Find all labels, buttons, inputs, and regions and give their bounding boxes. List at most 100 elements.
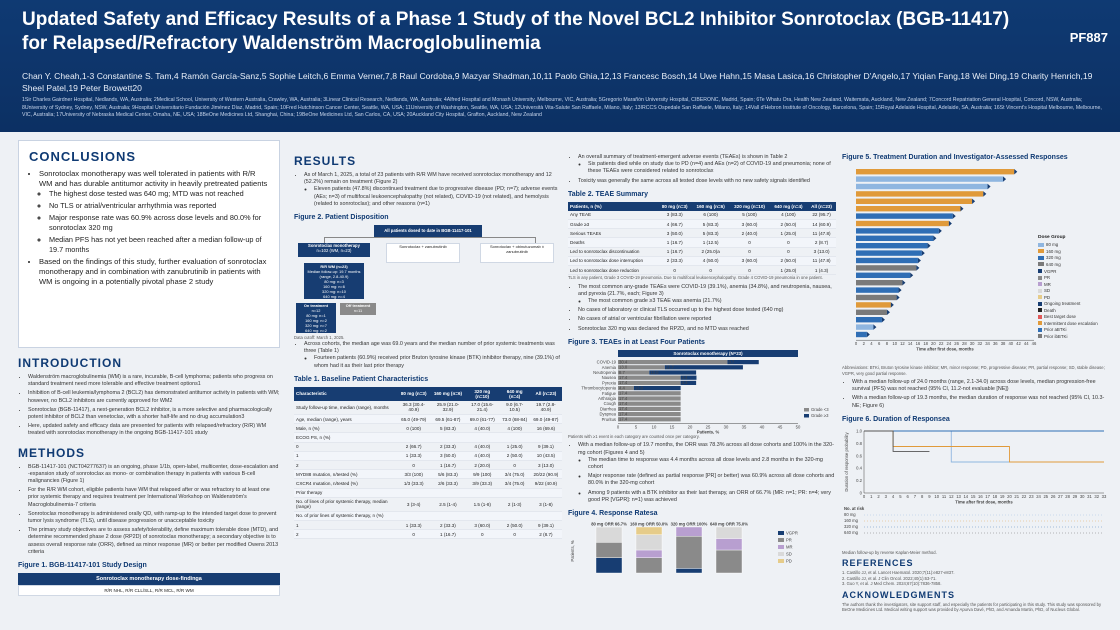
ongoing-arrow-icon bbox=[886, 309, 890, 315]
ongoing-arrow-icon bbox=[987, 183, 991, 190]
baseline-table-cell: 69.0 (49-87) bbox=[529, 414, 562, 425]
teae-category-label: COVID-19 bbox=[597, 359, 617, 364]
baseline-table-cell bbox=[529, 511, 562, 522]
swimmer-bar bbox=[856, 280, 903, 286]
ongoing-arrow-icon bbox=[952, 213, 956, 219]
legend-swatch bbox=[1038, 282, 1042, 286]
legend-label: Intermittent dose escalation bbox=[1044, 320, 1098, 326]
baseline-table-cell bbox=[465, 488, 500, 498]
x-tick-label: 24 bbox=[1036, 494, 1041, 499]
results-text: As of March 1, 2025, a total of 23 patie… bbox=[304, 172, 552, 186]
teae-bar-value: 4.3 bbox=[682, 380, 688, 385]
response-bar bbox=[675, 568, 703, 574]
x-tick-label: 38 bbox=[1001, 341, 1006, 346]
reference-item: 1. Castillo JJ, et al. Lancet Haematol. … bbox=[842, 570, 955, 576]
teae-category-label: Diarrhea bbox=[600, 406, 617, 411]
x-tick-label: 5 bbox=[899, 494, 902, 499]
teae-bar bbox=[618, 370, 650, 375]
response-bar bbox=[635, 549, 663, 558]
teae-item: Sonrotoclax 320 mg was declared the RP2D… bbox=[578, 326, 836, 333]
teae-bar-value: 17.4 bbox=[619, 406, 628, 411]
y-tick-label: 0.4 bbox=[856, 466, 862, 471]
response-legend-item: Ongoing treatment bbox=[1038, 301, 1110, 306]
figure-4-title: Figure 4. Response Ratesa bbox=[568, 509, 658, 517]
x-tick-label: 14 bbox=[963, 494, 968, 499]
ongoing-arrow-icon bbox=[896, 294, 900, 301]
baseline-table-cell bbox=[396, 488, 431, 498]
response-bar bbox=[595, 526, 623, 543]
baseline-table-row: No. of prior lines of systemic therapy, … bbox=[294, 511, 562, 522]
baseline-table-cell: No. of prior lines of systemic therapy, … bbox=[294, 511, 397, 522]
baseline-table-cell: 5 (83.3) bbox=[430, 423, 466, 434]
ongoing-arrow-icon bbox=[972, 198, 976, 204]
ongoing-arrow-icon bbox=[881, 317, 885, 323]
teae-table-row: Led to sonrotoclax dose interruption 2 (3… bbox=[568, 256, 836, 266]
baseline-table-row: Male, n (%) 0 (100) 5 (83.3) 4 (40.0) 4 (100… bbox=[294, 423, 562, 434]
baseline-table-cell: 0 bbox=[499, 460, 530, 471]
baseline-table-cell: 2 (33.3) bbox=[430, 442, 466, 452]
figure-2-note: Data cutoff: March 1, 2025. bbox=[294, 335, 345, 341]
table-1-title: Table 1. Baseline Patient Characteristic… bbox=[294, 375, 429, 383]
teae-table-row: Any TEAE 3 (83.3) 6 (100) 5 (100) 4 (100) 22 … bbox=[568, 210, 836, 220]
ongoing-arrow-icon bbox=[910, 272, 914, 278]
table-2-title: Table 2. TEAE Summary bbox=[568, 190, 649, 198]
baseline-table-row: Prior therapy bbox=[294, 488, 562, 498]
baseline-table-row: CXCR4 mutation, n/tested (%) 1/3 (33.3) 2/… bbox=[294, 478, 562, 489]
teae-category-label: Pyrexia bbox=[602, 380, 617, 385]
x-tick-label: 4 bbox=[870, 341, 873, 346]
mono-count: n=102 (WM, n=23) bbox=[316, 248, 352, 254]
teae-table-cell: 1 (4.3) bbox=[807, 265, 836, 276]
ongoing-arrow-icon bbox=[873, 324, 877, 330]
x-tick-label: 25 bbox=[706, 424, 711, 429]
efficacy-subitem: Major response rate (defined as partial … bbox=[588, 473, 836, 487]
x-tick-label: 20 bbox=[688, 424, 693, 429]
response-bar bbox=[715, 549, 743, 574]
teae-bar-value: 4.4 bbox=[619, 385, 625, 390]
conclusion-subitem: Median PFS has not yet been reached afte… bbox=[49, 235, 269, 255]
teae-table-header-cell: All (n=23) bbox=[807, 201, 836, 211]
teae-item: No cases of laboratory or clinical TLS o… bbox=[578, 307, 836, 314]
disposition-off-treatment-box: Off treatment n=11 bbox=[340, 303, 376, 316]
legend-swatch bbox=[1038, 275, 1042, 280]
disposition-wm-box: R/R WM (n=23) Median follow-up: 19.7 mon… bbox=[304, 263, 364, 300]
x-tick-label: 12 bbox=[900, 341, 905, 346]
wm-dose: 320 mg: n=10 bbox=[322, 289, 346, 295]
dose-legend-item: 80 mg bbox=[1038, 242, 1110, 247]
baseline-table-cell: 73.0 (68-84) bbox=[499, 414, 530, 425]
conclusions-box: CONCLUSIONS Sonrotoclax monotherapy was … bbox=[18, 140, 280, 348]
baseline-table-cell: 3 (60.0) bbox=[465, 520, 500, 531]
baseline-table-cell: 9.0 (6.7-10.5) bbox=[499, 400, 530, 416]
x-tick-label: 1 bbox=[870, 494, 873, 499]
study-design-box: Sonrotoclax monotherapy dose-findinga bbox=[18, 573, 280, 586]
teae-table-cell: 1 (16.7) bbox=[657, 247, 692, 257]
legend-label: Grade ≥3 bbox=[811, 413, 829, 418]
swimmer-bar bbox=[856, 220, 949, 227]
teae-bar bbox=[618, 359, 728, 365]
column-3: An overall summary of treatment-emergent… bbox=[568, 140, 836, 582]
x-tick-label: 18 bbox=[993, 494, 998, 499]
on-treatment-count: n=12 bbox=[311, 308, 321, 314]
x-tick-label: 40 bbox=[760, 424, 765, 429]
teae-item: An overall summary of treatment-emergent… bbox=[578, 154, 836, 176]
baseline-table-cell: 1 (16.7) bbox=[430, 529, 466, 540]
x-tick-label: 50 bbox=[796, 424, 801, 429]
teae-table-cell: 4 (50.0) bbox=[691, 256, 730, 266]
baseline-table-cell: 16 (69.6) bbox=[529, 423, 562, 434]
baseline-table-cell: 4 (40.0) bbox=[465, 442, 500, 452]
teae-bar bbox=[618, 396, 681, 401]
baseline-table-cell: 0 bbox=[294, 442, 397, 452]
legend-swatch bbox=[804, 407, 809, 412]
baseline-table-cell: 25.9 (21.0-32.9) bbox=[430, 400, 466, 416]
baseline-table-cell: 0 bbox=[396, 529, 431, 540]
x-axis-label: Time after first dose, months bbox=[955, 499, 1013, 504]
x-tick-label: 3 bbox=[885, 494, 888, 499]
conclusion-text: Sonrotoclax monotherapy was well tolerat… bbox=[39, 169, 268, 188]
baseline-table-cell: 9 (39.1) bbox=[529, 520, 562, 531]
teae-table-cell: Grade ≥3 bbox=[568, 219, 658, 230]
teae-table-cell: 2 (33.3) bbox=[657, 256, 692, 266]
x-tick-label: 24 bbox=[947, 341, 952, 346]
wm-label: R/R WM (n=23) bbox=[320, 264, 348, 270]
baseline-table-cell: 0 bbox=[396, 460, 431, 471]
legend-swatch bbox=[1038, 295, 1042, 299]
baseline-table-header-cell: 320 mg (n=10) bbox=[465, 386, 500, 401]
